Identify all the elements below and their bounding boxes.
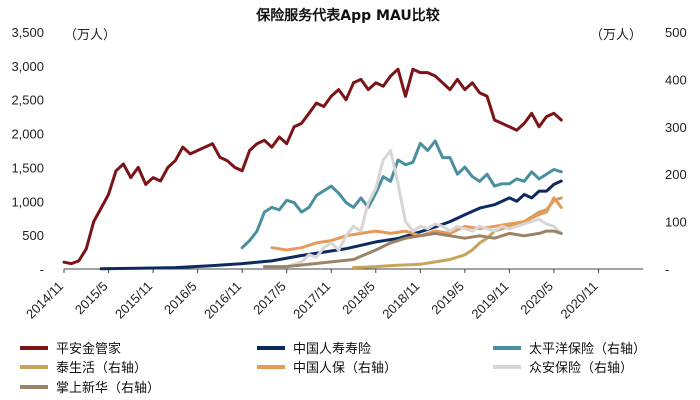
x-tick-label: 2020/11: [557, 279, 600, 322]
x-tick-label: 2018/11: [379, 279, 422, 322]
legend-label: 众安保险（右轴）: [529, 361, 633, 376]
series-line-6: [285, 149, 563, 269]
x-tick-label: 2017/5: [250, 279, 289, 318]
series-line-4: [352, 196, 563, 270]
left-tick-label: 1,500: [11, 160, 44, 175]
right-axis: - 100 200 300 400 500: [665, 25, 687, 277]
x-tick-label: 2020/5: [517, 279, 556, 318]
right-tick-label: 100: [665, 215, 687, 230]
x-tick-label: 2018/5: [339, 279, 378, 318]
left-tick-label: 1,000: [11, 194, 44, 209]
series-line-3: [240, 139, 563, 250]
x-tick-label: 2019/11: [468, 279, 511, 322]
right-tick-label: 500: [665, 25, 687, 40]
left-tick-label: 500: [22, 228, 44, 243]
legend-label: 太平洋保险（右轴）: [529, 342, 646, 357]
right-axis-unit: （万人）: [590, 28, 642, 43]
series-line-7: [262, 229, 563, 269]
legend-label: 平安金管家: [56, 341, 121, 357]
legend-label: 掌上新华（右轴）: [56, 380, 160, 396]
left-tick-label: 3,500: [11, 25, 44, 40]
left-axis-unit: （万人）: [64, 28, 116, 43]
legend-label: 泰生活（右轴）: [56, 361, 147, 376]
x-tick-label: 2016/11: [201, 279, 244, 322]
legend-label: 中国人寿寿险: [293, 342, 371, 357]
x-tick-label: 2014/11: [23, 279, 66, 322]
left-axis: - 500 1,000 1,500 2,000 2,500 3,000 3,500: [11, 25, 44, 277]
left-tick-label: 3,000: [11, 59, 44, 74]
x-tick-label: 2016/5: [161, 279, 200, 318]
legend: 平安金管家 中国人寿寿险 太平洋保险（右轴） 泰生活（右轴） 中国人保（右轴） 众安保险（…: [20, 341, 646, 396]
series-line-1: [62, 67, 563, 266]
x-tick-label: 2015/11: [112, 279, 155, 322]
legend-label: 中国人保（右轴）: [293, 361, 397, 376]
x-tick-label: 2015/5: [72, 279, 111, 318]
right-tick-label: -: [665, 262, 669, 277]
x-axis: 2014/11 2015/5 2015/11 2016/5 2016/11 2017/5 2…: [23, 269, 601, 322]
series-line-5: [270, 196, 563, 252]
x-tick-label: 2017/11: [290, 279, 333, 322]
right-tick-label: 400: [665, 72, 687, 87]
series-line-2: [99, 179, 563, 271]
left-tick-label: 2,500: [11, 93, 44, 108]
right-tick-label: 200: [665, 167, 687, 182]
chart-title: 保险服务代表App MAU比较: [255, 7, 439, 24]
left-tick-label: 2,000: [11, 127, 44, 142]
series-lines: [62, 67, 563, 271]
left-tick-label: -: [40, 262, 44, 277]
x-tick-label: 2019/5: [428, 279, 467, 318]
right-tick-label: 300: [665, 120, 687, 135]
